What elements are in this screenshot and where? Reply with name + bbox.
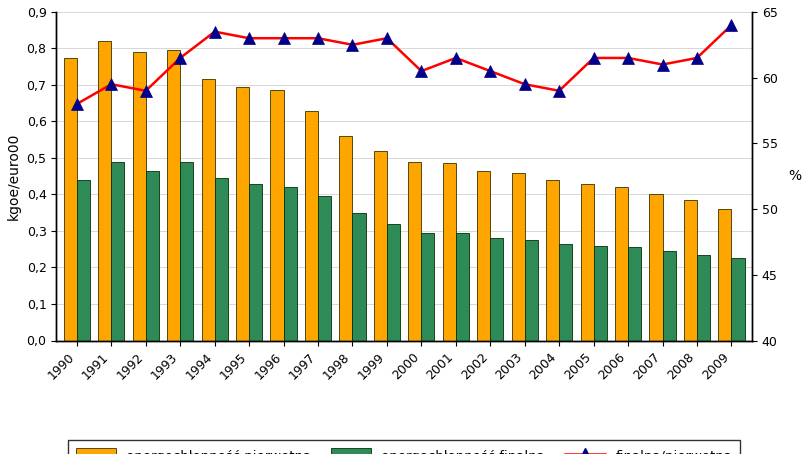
Bar xyxy=(284,187,297,340)
Bar xyxy=(352,213,365,340)
Bar xyxy=(374,151,387,340)
Y-axis label: %: % xyxy=(788,169,801,183)
Bar xyxy=(718,209,731,340)
Bar xyxy=(339,136,352,340)
Bar xyxy=(236,87,249,340)
Bar xyxy=(524,240,538,340)
Bar xyxy=(684,200,697,340)
Bar xyxy=(478,171,490,340)
Bar xyxy=(580,183,594,340)
Bar xyxy=(628,247,642,340)
Bar xyxy=(650,194,663,340)
Bar xyxy=(99,41,112,341)
Bar xyxy=(145,171,159,340)
Bar xyxy=(271,90,284,340)
Bar xyxy=(112,162,124,340)
Bar xyxy=(133,52,145,340)
Bar xyxy=(215,178,228,340)
Legend: energochłonność pierwotna, energochłonność finalna, finalna/pierwotna: energochłonność pierwotna, energochłonno… xyxy=(69,440,740,454)
Bar xyxy=(318,196,331,340)
Bar xyxy=(77,180,90,340)
Bar xyxy=(456,233,469,340)
Bar xyxy=(249,183,263,340)
Bar xyxy=(559,244,572,340)
Bar xyxy=(180,162,193,340)
Bar xyxy=(387,224,400,340)
Bar xyxy=(305,110,318,340)
Bar xyxy=(64,58,77,340)
Bar xyxy=(511,173,524,340)
Y-axis label: kgoe/euro00: kgoe/euro00 xyxy=(7,133,21,220)
Bar xyxy=(663,251,675,340)
Bar xyxy=(731,258,744,340)
Bar xyxy=(594,246,607,340)
Bar xyxy=(408,162,422,340)
Bar xyxy=(490,238,503,340)
Bar xyxy=(443,163,456,340)
Bar xyxy=(167,50,180,340)
Bar xyxy=(422,233,435,340)
Bar xyxy=(202,79,215,340)
Bar xyxy=(546,180,559,340)
Bar xyxy=(615,187,628,340)
Bar xyxy=(697,255,710,340)
